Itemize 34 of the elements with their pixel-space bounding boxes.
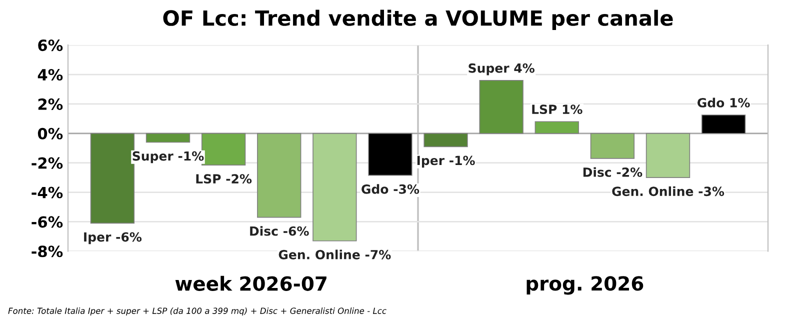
y-tick-label: -2% xyxy=(32,157,63,169)
y-tick-label: 0% xyxy=(38,128,63,140)
y-tick-label: -8% xyxy=(32,246,63,258)
data-label: Super 4% xyxy=(468,63,534,76)
data-label: Disc -2% xyxy=(583,167,642,177)
y-tick-label: -6% xyxy=(32,216,63,228)
data-label: LSP -2% xyxy=(196,174,252,184)
bar xyxy=(424,132,468,148)
bar xyxy=(368,132,412,176)
text: prog. 2026 xyxy=(526,276,644,295)
bar xyxy=(534,121,579,134)
data-label: Gdo 1% xyxy=(697,98,750,108)
bar xyxy=(257,132,302,218)
data-label: Gdo -3% xyxy=(362,184,420,194)
bar xyxy=(646,132,690,178)
bar xyxy=(479,80,524,134)
data-label: Super -1% xyxy=(132,151,204,164)
data-label: Gen. Online -7% xyxy=(278,250,391,260)
data-label: Iper -1% xyxy=(417,156,475,168)
data-label: Disc -6% xyxy=(250,226,309,236)
bar xyxy=(146,132,190,143)
chart-title: OF Lcc: Trend vendite a VOLUME per canale xyxy=(163,10,673,30)
y-tick-label: 6% xyxy=(38,40,63,52)
bar xyxy=(312,132,357,242)
bar xyxy=(590,132,635,159)
y-tick-label: 2% xyxy=(38,98,63,110)
data-label: LSP 1% xyxy=(532,104,582,114)
data-label: Iper -6% xyxy=(84,232,142,244)
y-tick-label: 4% xyxy=(38,68,63,81)
y-tick-label: -4% xyxy=(32,186,63,198)
source-note: Fonte: Totale Italia Iper + super + LSP (da 100 a 399 mq) + Disc + Generalisti Online - Lcc xyxy=(8,307,386,316)
bar xyxy=(701,114,746,134)
text: week 2026-07 xyxy=(175,276,326,291)
data-label: Gen. Online -3% xyxy=(612,186,724,196)
